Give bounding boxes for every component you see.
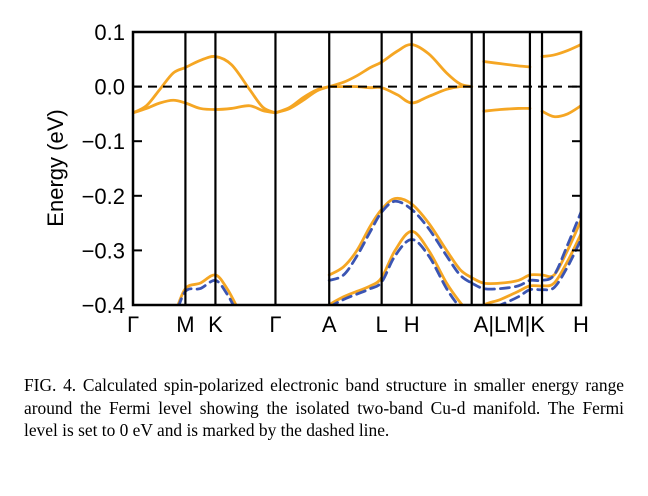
y-tick-label-2: −0.1 <box>82 129 125 154</box>
y-tick-label-4: −0.3 <box>82 238 125 263</box>
spin-up-band-0 <box>133 55 277 115</box>
x-tick-label-6: H <box>404 312 420 337</box>
x-tick-label-5: L <box>376 312 388 337</box>
x-tick-label-3: Γ <box>269 312 281 337</box>
spin-up-band-7 <box>482 106 532 113</box>
spin-up-band-4 <box>327 43 474 88</box>
y-tick-label-1: 0.0 <box>94 75 125 100</box>
x-tick-label-0: Γ <box>127 312 139 337</box>
y-tick-label-5: −0.4 <box>82 293 125 318</box>
x-tick-label-8: H <box>573 312 589 337</box>
x-tick-label-7: A|LM|K <box>474 312 546 337</box>
spin-up-band-1 <box>133 98 277 115</box>
y-tick-label-0: 0.1 <box>94 20 125 45</box>
spin-up-band-5 <box>327 84 474 105</box>
x-tick-label-4: A <box>322 312 337 337</box>
x-tick-label-2: K <box>208 312 223 337</box>
y-tick-label-3: −0.2 <box>82 184 125 209</box>
y-axis-label: Energy (eV) <box>43 109 68 226</box>
spin-up-band-8 <box>540 43 581 58</box>
spin-up-band-9 <box>540 104 581 119</box>
spin-down-band-15 <box>330 238 460 305</box>
spin-up-band-12 <box>327 196 474 280</box>
spin-up-band-3 <box>274 85 331 115</box>
plot-frame <box>131 30 583 307</box>
spin-down-band-13 <box>327 199 474 285</box>
x-tick-label-1: M <box>176 312 194 337</box>
spin-up-band-10 <box>176 273 238 305</box>
figure-caption: FIG. 4. Calculated spin-polarized electr… <box>24 375 624 440</box>
spin-down-band-11 <box>177 279 235 305</box>
band-structure-chart: 0.10.0−0.1−0.2−0.3−0.4 Γ M K Γ A L H A|LM|K H En… <box>43 20 589 337</box>
spin-up-band-6 <box>482 60 532 69</box>
